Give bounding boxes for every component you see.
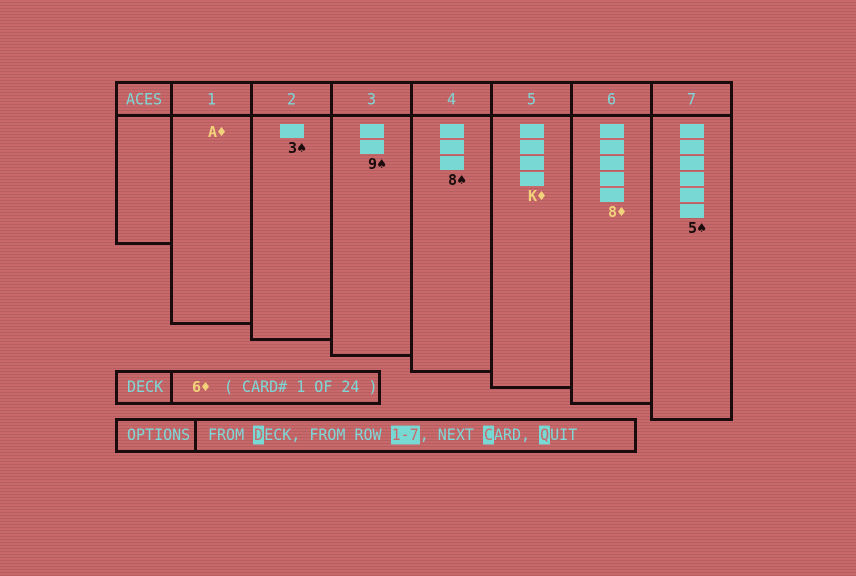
header-divider xyxy=(490,81,493,117)
options-next: , NEXT xyxy=(419,425,483,445)
header-divider xyxy=(170,81,173,117)
face-down-card xyxy=(280,124,304,138)
row-key[interactable]: 1-7 xyxy=(390,425,420,445)
options-deck-text: ECK, FROM ROW xyxy=(264,425,391,445)
column-header-1: 1 xyxy=(206,89,217,109)
header-divider xyxy=(250,81,253,117)
tableau-column-1[interactable] xyxy=(170,114,253,325)
column-header-5: 5 xyxy=(526,89,537,109)
deck-key[interactable]: D xyxy=(253,425,265,445)
card-key[interactable]: C xyxy=(482,425,494,445)
tableau-card-4[interactable]: 8♠ xyxy=(448,171,467,189)
tableau-card-3[interactable]: 9♠ xyxy=(368,155,387,173)
face-down-card xyxy=(360,124,384,138)
face-down-card xyxy=(600,172,624,186)
face-down-card xyxy=(600,124,624,138)
tableau-card-7[interactable]: 5♠ xyxy=(688,219,707,237)
face-down-card xyxy=(360,140,384,154)
deck-label: DECK xyxy=(127,377,164,397)
tableau-column-7[interactable] xyxy=(650,114,733,421)
deck-box xyxy=(115,370,381,405)
face-down-card xyxy=(680,172,704,186)
options-card-text: ARD, xyxy=(493,425,540,445)
column-header-6: 6 xyxy=(606,89,617,109)
header-divider xyxy=(570,81,573,117)
face-down-card xyxy=(440,124,464,138)
face-down-card xyxy=(680,124,704,138)
face-down-card xyxy=(520,172,544,186)
face-down-card xyxy=(600,156,624,170)
deck-divider xyxy=(170,370,173,405)
face-down-card xyxy=(520,124,544,138)
column-header-3: 3 xyxy=(366,89,377,109)
column-header-2: 2 xyxy=(286,89,297,109)
face-down-card xyxy=(680,156,704,170)
column-header-4: 4 xyxy=(446,89,457,109)
quit-key[interactable]: Q xyxy=(539,425,551,445)
face-down-card xyxy=(440,140,464,154)
options-quit-text: UIT xyxy=(550,425,578,445)
face-down-card xyxy=(680,188,704,202)
aces-pile[interactable] xyxy=(115,114,173,245)
aces-header: ACES xyxy=(125,89,163,109)
deck-info: ( CARD# 1 OF 24 ) xyxy=(224,377,378,397)
options-box xyxy=(115,418,637,453)
header-divider xyxy=(330,81,333,117)
tableau-card-6[interactable]: 8♦ xyxy=(608,203,627,221)
face-down-card xyxy=(680,204,704,218)
options-label: OPTIONS xyxy=(127,425,191,445)
tableau-card-2[interactable]: 3♠ xyxy=(288,139,307,157)
options-divider xyxy=(194,418,197,453)
face-down-card xyxy=(520,140,544,154)
column-header-7: 7 xyxy=(686,89,697,109)
face-down-card xyxy=(680,140,704,154)
face-down-card xyxy=(600,140,624,154)
deck-card[interactable]: 6♦ xyxy=(192,378,211,396)
face-down-card xyxy=(520,156,544,170)
face-down-card xyxy=(600,188,624,202)
header-divider xyxy=(650,81,653,117)
tableau-card-1[interactable]: A♦ xyxy=(208,123,227,141)
options-from: FROM xyxy=(208,425,254,445)
face-down-card xyxy=(440,156,464,170)
options-menu: FROM DECK, FROM ROW 1-7, NEXT CARD, QUIT xyxy=(208,425,578,445)
tableau-card-5[interactable]: K♦ xyxy=(528,187,547,205)
header-divider xyxy=(410,81,413,117)
